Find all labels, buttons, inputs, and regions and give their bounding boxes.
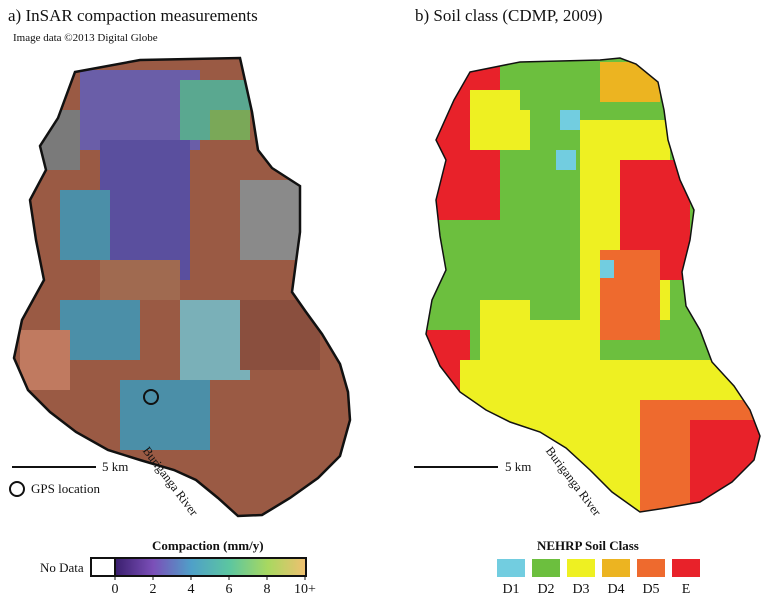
soil-swatch-d4 [602,559,630,577]
soil-map [425,57,761,513]
compaction-colorbar [114,557,307,577]
no-data-swatch [90,557,116,577]
soil-swatch-d5 [637,559,665,577]
compaction-legend-title: Compaction (mm/y) [152,538,264,553]
soil-class-label: D3 [572,582,590,597]
soil-swatch-d2 [532,559,560,577]
panel-a-title: a) InSAR compaction measurements [8,6,258,25]
soil-legend-title: NEHRP Soil Class [537,538,639,553]
soil-swatches [497,559,700,577]
gps-legend-icon [9,481,25,497]
panel-b-title: b) Soil class (CDMP, 2009) [415,6,603,25]
soil-class-label: D2 [537,582,555,597]
soil-swatch-d3 [567,559,595,577]
image-credit: Image data ©2013 Digital Globe [13,32,158,44]
tick-label: 0 [111,582,119,597]
tick-label: 4 [187,582,195,597]
soil-class-label: D4 [607,582,625,597]
scale-label-b: 5 km [505,459,532,474]
soil-class-label: E [681,582,691,597]
gps-marker [143,389,159,405]
tick-label: 2 [149,582,157,597]
tick-label: 6 [225,582,233,597]
gps-legend-label: GPS location [31,481,100,496]
tick-label: 10+ [294,582,316,597]
soil-class-label: D5 [642,582,660,597]
soil-swatch-e [672,559,700,577]
scale-label-a: 5 km [102,459,129,474]
soil-swatch-d1 [497,559,525,577]
insar-map [12,56,352,518]
no-data-label: No Data [40,560,84,575]
soil-class-label: D1 [502,582,520,597]
tick-label: 8 [263,582,271,597]
